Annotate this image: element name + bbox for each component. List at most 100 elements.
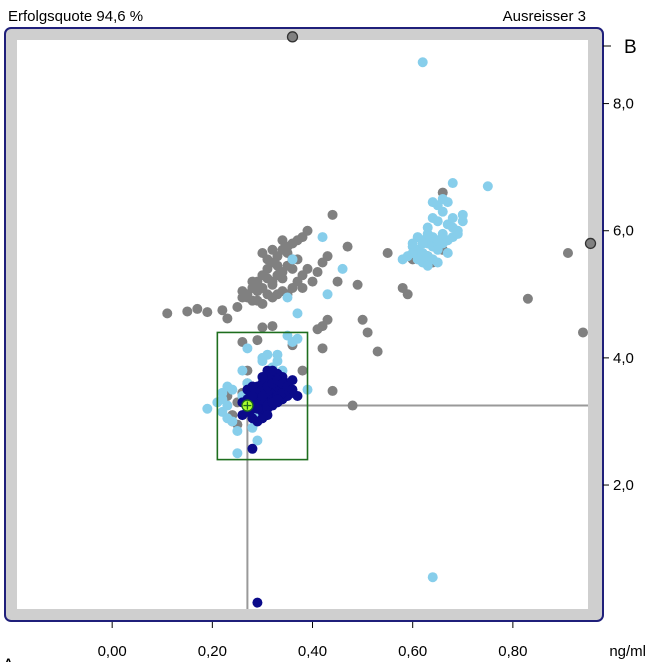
data-point-dark-blue[interactable] <box>262 410 273 421</box>
data-point-dark-blue[interactable] <box>292 391 303 402</box>
data-point-grey[interactable] <box>317 343 328 354</box>
data-point-light-blue[interactable] <box>447 213 458 224</box>
data-point-grey[interactable] <box>297 365 308 376</box>
data-point-light-blue[interactable] <box>282 292 293 303</box>
data-point-light-blue[interactable] <box>322 289 333 300</box>
data-point-light-blue[interactable] <box>272 349 283 360</box>
data-point-light-blue[interactable] <box>427 197 438 208</box>
data-point-grey[interactable] <box>302 263 313 274</box>
data-point-grey[interactable] <box>327 385 338 396</box>
data-point-light-blue[interactable] <box>442 247 453 258</box>
data-point-grey[interactable] <box>222 313 233 324</box>
data-point-light-blue[interactable] <box>232 425 243 436</box>
reference-lines <box>246 404 588 609</box>
data-point-grey[interactable] <box>252 286 263 297</box>
data-point-light-blue[interactable] <box>217 394 228 405</box>
data-point-light-blue[interactable] <box>242 343 253 354</box>
data-point-grey[interactable] <box>347 400 358 411</box>
data-point-grey[interactable] <box>257 322 268 333</box>
data-point-dark-blue[interactable] <box>257 371 268 382</box>
data-point-grey[interactable] <box>312 324 323 335</box>
data-point-light-blue[interactable] <box>397 254 408 265</box>
data-point-grey[interactable] <box>362 327 373 338</box>
data-point-light-blue[interactable] <box>437 193 448 204</box>
data-point-grey[interactable] <box>272 289 283 300</box>
data-point-grey[interactable] <box>257 298 268 309</box>
data-point-light-blue[interactable] <box>417 57 428 68</box>
data-point-grey[interactable] <box>562 247 573 258</box>
data-point-light-blue[interactable] <box>287 254 298 265</box>
data-point-grey[interactable] <box>232 302 243 313</box>
x-tick-label: 0,20 <box>198 643 227 660</box>
data-point-grey[interactable] <box>267 244 278 255</box>
data-point-light-blue[interactable] <box>292 308 303 319</box>
data-point-grey[interactable] <box>162 308 173 319</box>
data-point-dark-blue[interactable] <box>257 391 268 402</box>
data-point-light-blue[interactable] <box>437 206 448 217</box>
data-point-grey[interactable] <box>522 293 533 304</box>
outlier-point[interactable] <box>286 31 299 43</box>
data-point-grey[interactable] <box>372 346 383 357</box>
data-point-light-blue[interactable] <box>422 260 433 271</box>
data-point-dark-blue[interactable] <box>247 391 258 402</box>
data-point-grey[interactable] <box>302 225 313 236</box>
data-point-light-blue[interactable] <box>337 263 348 274</box>
data-point-light-blue[interactable] <box>232 448 243 459</box>
data-point-grey[interactable] <box>342 241 353 252</box>
data-point-light-blue[interactable] <box>422 228 433 239</box>
data-point-grey[interactable] <box>277 273 288 284</box>
plot-area[interactable] <box>17 40 588 609</box>
data-point-grey[interactable] <box>357 314 368 325</box>
data-point-light-blue[interactable] <box>252 435 263 446</box>
data-point-light-blue[interactable] <box>257 356 268 367</box>
data-point-grey[interactable] <box>247 276 258 287</box>
data-point-light-blue[interactable] <box>427 572 438 583</box>
data-point-grey[interactable] <box>327 209 338 220</box>
data-point-light-blue[interactable] <box>447 178 458 189</box>
data-point-grey[interactable] <box>332 276 343 287</box>
data-point-light-blue[interactable] <box>447 222 458 233</box>
data-point-dark-blue[interactable] <box>252 597 263 608</box>
data-point-light-blue[interactable] <box>432 257 443 268</box>
data-point-grey[interactable] <box>267 279 278 290</box>
y-tick-label: 6,0 <box>613 223 634 240</box>
data-point-grey[interactable] <box>287 263 298 274</box>
data-point-light-blue[interactable] <box>287 336 298 347</box>
outlier-point[interactable] <box>584 237 597 250</box>
data-point-grey[interactable] <box>297 282 308 293</box>
data-point-light-blue[interactable] <box>457 209 468 220</box>
data-point-light-blue[interactable] <box>432 235 443 246</box>
data-point-grey[interactable] <box>577 327 588 338</box>
data-point-grey[interactable] <box>352 279 363 290</box>
data-point-light-blue[interactable] <box>227 384 238 395</box>
data-point-grey[interactable] <box>217 305 228 316</box>
data-point-light-blue[interactable] <box>417 238 428 249</box>
data-point-light-blue[interactable] <box>202 403 213 414</box>
data-point-grey[interactable] <box>252 335 263 346</box>
data-point-grey[interactable] <box>322 314 333 325</box>
data-point-grey[interactable] <box>312 267 323 278</box>
data-point-dark-blue[interactable] <box>267 365 278 376</box>
data-point-grey[interactable] <box>382 247 393 258</box>
data-point-grey[interactable] <box>237 286 248 297</box>
data-point-grey[interactable] <box>272 260 283 271</box>
data-point-grey[interactable] <box>202 307 213 318</box>
data-point-light-blue[interactable] <box>227 416 238 427</box>
data-point-light-blue[interactable] <box>317 232 328 243</box>
data-point-dark-blue[interactable] <box>247 443 258 454</box>
data-point-light-blue[interactable] <box>482 181 493 192</box>
data-point-grey[interactable] <box>402 289 413 300</box>
data-point-grey[interactable] <box>322 251 333 262</box>
data-point-grey[interactable] <box>192 303 203 314</box>
data-point-light-blue[interactable] <box>407 238 418 249</box>
x-tick-label: 0,40 <box>298 643 327 660</box>
data-point-grey[interactable] <box>307 276 318 287</box>
data-point-light-blue[interactable] <box>432 216 443 227</box>
data-point-grey[interactable] <box>277 235 288 246</box>
data-point-dark-blue[interactable] <box>272 394 283 405</box>
data-point-grey[interactable] <box>257 247 268 258</box>
data-point-grey[interactable] <box>267 321 278 332</box>
data-point-grey[interactable] <box>182 306 193 317</box>
data-point-dark-blue[interactable] <box>252 403 263 414</box>
data-point-light-blue[interactable] <box>237 365 248 376</box>
